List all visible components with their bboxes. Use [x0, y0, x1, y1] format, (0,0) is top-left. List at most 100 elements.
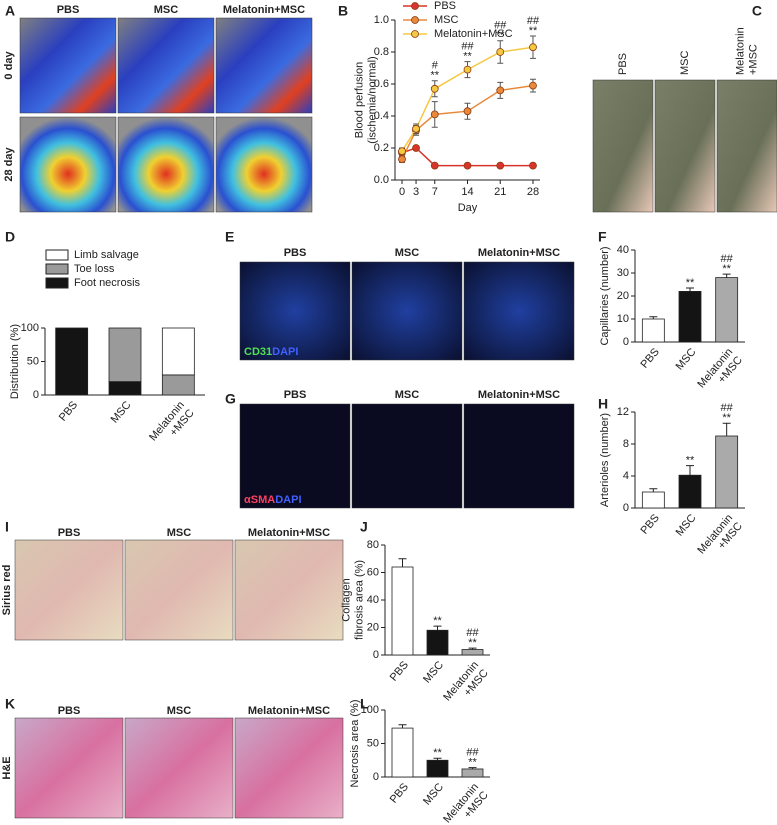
error-bar	[398, 558, 407, 567]
bar	[391, 727, 414, 778]
significance-label: ##	[527, 15, 540, 27]
error-bar	[686, 287, 694, 292]
x-tick-label: Melatonin+MSC	[695, 346, 745, 398]
panel-label: L	[360, 696, 369, 712]
significance-label: **	[468, 757, 477, 769]
y-tick-label: 0	[373, 771, 379, 783]
y-axis-label: Distribution (%)	[9, 324, 21, 399]
row-label: 28 day	[3, 146, 15, 181]
micrograph	[117, 17, 215, 114]
column-label: MSC	[679, 51, 691, 76]
error-bar	[722, 273, 731, 278]
data-point	[529, 43, 537, 52]
significance-label: **	[686, 277, 695, 289]
legend-swatch	[45, 277, 69, 289]
legend-label: MSC	[434, 14, 459, 26]
micrograph	[124, 717, 234, 819]
x-tick-label: PBS	[639, 346, 662, 371]
bar-segment	[161, 374, 195, 396]
bar	[678, 474, 702, 509]
y-tick-label: 30	[617, 267, 629, 279]
y-axis-label: Arterioles (number)	[599, 413, 611, 507]
column-label: PBS	[617, 53, 629, 75]
bar	[461, 768, 484, 778]
significance-label: **	[468, 637, 477, 649]
micrograph	[239, 403, 351, 509]
bar-segment	[161, 327, 195, 376]
panel-label: I	[5, 519, 9, 535]
data-point	[463, 65, 472, 74]
y-tick-label: 10	[617, 313, 629, 325]
column-label: Melatonin+MSC	[478, 389, 560, 401]
y-tick-label: 100	[361, 704, 379, 716]
y-axis-label: Blood perfusion(ischemia/normal)	[354, 56, 379, 143]
y-tick-label: 0.2	[374, 142, 389, 154]
data-point	[430, 161, 439, 170]
column-label: PBS	[284, 389, 307, 401]
panel-label: D	[5, 229, 15, 245]
panel-label: G	[225, 391, 236, 407]
data-point	[398, 147, 406, 156]
y-tick-label: 4	[623, 470, 629, 482]
column-label: Melatonin+MSC	[248, 705, 330, 717]
data-point	[463, 107, 472, 116]
stain-label: CD31DAPI	[244, 346, 298, 358]
micrograph	[215, 17, 313, 114]
y-tick-label: 12	[617, 406, 629, 418]
row-label: 0 day	[3, 51, 15, 80]
x-tick-label: PBS	[57, 399, 80, 424]
data-point	[496, 161, 505, 170]
micrograph	[654, 79, 716, 213]
series-line	[401, 46, 534, 152]
column-label: Melatonin+MSC	[478, 247, 560, 259]
bar-segment	[108, 381, 142, 396]
y-tick-label: 0.6	[374, 78, 389, 90]
micrograph	[463, 261, 575, 361]
stain-label: αSMADAPI	[244, 494, 302, 506]
significance-label: **	[496, 30, 505, 42]
column-label: MSC	[154, 4, 179, 16]
y-tick-label: 0	[373, 649, 379, 661]
significance-label: **	[430, 70, 439, 82]
column-label: Melatonin+MSC	[223, 4, 305, 16]
legend-label: PBS	[434, 0, 456, 12]
legend-swatch	[45, 249, 69, 261]
y-tick-label: 40	[367, 594, 379, 606]
y-tick-label: 50	[27, 355, 39, 367]
significance-label: ##	[466, 627, 479, 639]
bar	[641, 491, 665, 509]
y-tick-label: 20	[617, 290, 629, 302]
significance-label: ##	[466, 747, 479, 759]
legend-marker	[411, 2, 419, 10]
legend-label: Limb salvage	[74, 249, 139, 261]
x-tick-label: 28	[527, 186, 539, 198]
x-tick-label: MSC	[674, 346, 699, 372]
data-point	[430, 110, 439, 119]
micrograph	[351, 261, 463, 361]
panel-label: H	[598, 396, 608, 412]
legend-marker	[411, 16, 419, 24]
column-label: PBS	[57, 4, 80, 16]
x-tick-label: 14	[461, 186, 473, 198]
micrograph	[463, 403, 575, 509]
y-tick-label: 1.0	[374, 14, 389, 26]
data-point	[496, 86, 505, 95]
x-tick-label: PBS	[639, 512, 662, 537]
column-label: MSC	[167, 705, 192, 717]
micrograph	[234, 539, 344, 641]
y-tick-label: 20	[367, 621, 379, 633]
bar	[641, 318, 665, 343]
micrograph	[19, 17, 117, 114]
bar	[715, 277, 739, 343]
significance-label: #	[432, 60, 439, 72]
bar	[391, 566, 414, 656]
bar	[426, 759, 449, 778]
significance-label: **	[463, 51, 472, 63]
column-label: PBS	[58, 705, 81, 717]
significance-label: ##	[721, 253, 734, 265]
micrograph	[234, 717, 344, 819]
column-label: PBS	[58, 527, 81, 539]
stain-name: DAPI	[272, 346, 298, 358]
micrograph	[14, 539, 124, 641]
significance-label: ##	[494, 20, 507, 32]
